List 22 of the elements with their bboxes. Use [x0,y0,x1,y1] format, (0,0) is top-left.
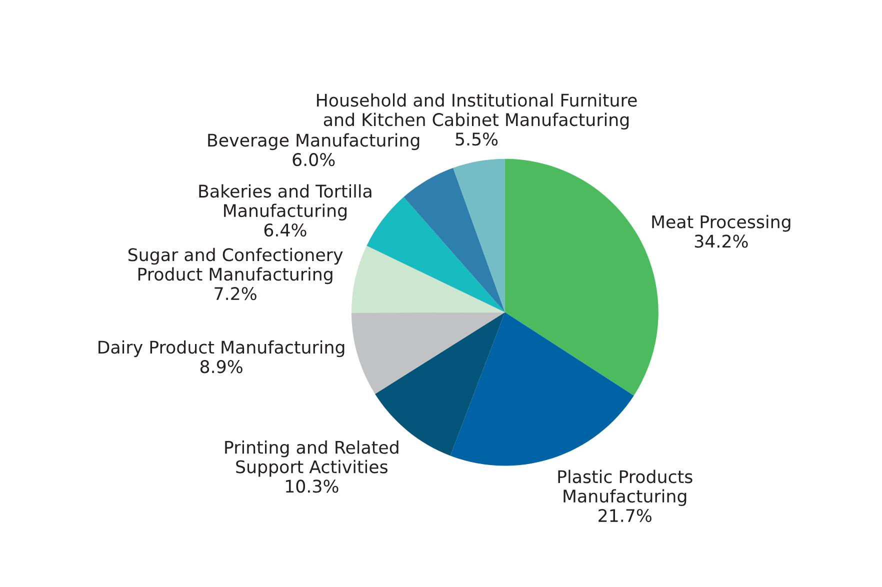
data-label: 6.4% [264,223,306,237]
pie-slice [404,168,505,312]
pie-slice [366,197,505,312]
data-label: 5.5% [456,132,498,146]
pie-slice [351,246,505,313]
data-label: 6.0% [292,153,335,166]
data-label: 7.2% [214,287,256,300]
data-label: 21.7% [598,508,652,522]
slice-label: Bakeries and Tortilla Manufacturing [199,184,372,221]
data-label: 10.3% [286,480,338,493]
pie-slice [450,312,634,466]
data-label: 8.9% [200,360,242,374]
slice-label: Meat Processing [652,214,790,232]
slice-label: Plastic Products Manufacturing [558,470,692,506]
pie-slice [351,312,505,394]
slice-label: Sugar and Confectionery Product Manufacturing [128,248,343,284]
pie-slice [453,158,505,312]
slice-label: Household and Institutional Furniture and Kitchen Cabinet Manufacturing [317,93,637,130]
data-label: 34.2% [694,234,748,248]
slice-label: Beverage Manufacturing [208,133,420,150]
slice-label: Dairy Product Manufacturing [98,340,344,358]
slice-label: Printing and Related Support Activities [225,440,398,477]
